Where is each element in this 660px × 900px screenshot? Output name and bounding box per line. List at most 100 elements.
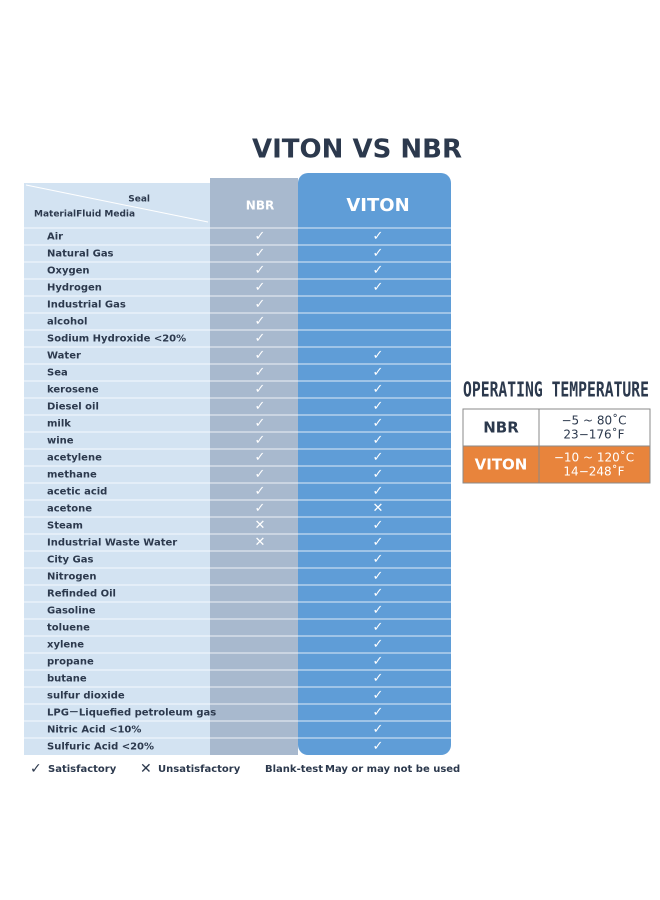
- rating: ✓: [255, 365, 266, 380]
- rating: ✕: [255, 518, 266, 533]
- rating: ✓: [373, 637, 384, 652]
- row-label: Diesel oil: [47, 402, 99, 413]
- legend-symbol: ✕: [140, 761, 152, 777]
- row-label: Oxygen: [47, 266, 90, 277]
- column-header: NBR: [246, 199, 274, 213]
- rating: ✓: [373, 246, 384, 261]
- rating: ✓: [373, 263, 384, 278]
- rating: ✕: [373, 501, 384, 516]
- temperature-table: NBR −5 ~ 80˚C23−176˚F VITON −10 ~ 120˚C14−2…: [462, 408, 651, 484]
- temperature-title: OPERATING TEMPERATURE: [463, 378, 649, 402]
- row-label: xylene: [47, 640, 84, 651]
- rating: ✓: [373, 399, 384, 414]
- viton-column: [298, 173, 451, 755]
- row-label: butane: [47, 674, 87, 685]
- row-label: sulfur dioxide: [47, 691, 125, 702]
- row-label: Sodium Hydroxide <20%: [47, 334, 186, 345]
- rating: ✓: [255, 263, 266, 278]
- row-label: Nitrogen: [47, 572, 96, 583]
- row-label: propane: [47, 657, 94, 668]
- material: NBR: [483, 419, 519, 437]
- row-label: acetylene: [47, 453, 102, 464]
- rating: ✓: [373, 603, 384, 618]
- rating: ✓: [255, 229, 266, 244]
- row-label: wine: [47, 436, 74, 447]
- rating: ✓: [373, 739, 384, 754]
- rating: ✓: [373, 348, 384, 363]
- rating: ✓: [373, 705, 384, 720]
- row-label: Natural Gas: [47, 249, 114, 260]
- row-label: toluene: [47, 623, 90, 634]
- rows: Air ✓ ✓ Natural Gas ✓ ✓ Oxygen ✓ ✓ Hydrogen ✓ ✓ Indu…: [24, 227, 451, 754]
- rating: ✓: [373, 654, 384, 669]
- rating: ✓: [373, 484, 384, 499]
- rating: ✓: [373, 569, 384, 584]
- row-label: Industrial Waste Water: [47, 538, 177, 549]
- rating: ✓: [373, 518, 384, 533]
- rating: ✓: [373, 688, 384, 703]
- rating: ✓: [255, 484, 266, 499]
- corner-diagonal: [25, 184, 209, 223]
- rating: ✓: [255, 467, 266, 482]
- row-label: LPG－Liquefied petroleum gas: [47, 708, 216, 719]
- row-label: Sea: [47, 368, 68, 379]
- fahrenheit: 23−176˚F: [563, 427, 624, 442]
- temperature-row: [462, 445, 651, 484]
- legend: ✓ Satisfactory ✕ Unsatisfactory Blank-test Ma…: [30, 761, 460, 777]
- rating: ✓: [255, 246, 266, 261]
- rating: ✓: [373, 365, 384, 380]
- rating: ✓: [373, 535, 384, 550]
- legend-symbol: Blank-test: [265, 764, 323, 775]
- corner-top: Seal: [128, 195, 150, 205]
- row-label: Water: [47, 351, 81, 362]
- rating: ✓: [255, 501, 266, 516]
- row-label: Steam: [47, 521, 83, 532]
- rating: ✓: [255, 280, 266, 295]
- rating: ✓: [373, 671, 384, 686]
- rating: ✓: [373, 620, 384, 635]
- row-label: alcohol: [47, 317, 87, 328]
- row-label: Refinded Oil: [47, 589, 116, 600]
- rating: ✓: [373, 280, 384, 295]
- celsius: −5 ~ 80˚C: [561, 413, 626, 428]
- rating: ✓: [373, 433, 384, 448]
- rating: ✓: [255, 382, 266, 397]
- rating: ✓: [373, 586, 384, 601]
- row-label: City Gas: [47, 555, 94, 566]
- rating: ✓: [373, 229, 384, 244]
- rating: ✓: [373, 552, 384, 567]
- rating: ✓: [373, 467, 384, 482]
- row-label: Sulfuric Acid <20%: [47, 742, 154, 753]
- rating: ✓: [255, 348, 266, 363]
- row-label: milk: [47, 419, 71, 430]
- material: VITON: [475, 456, 528, 474]
- rating: ✓: [255, 450, 266, 465]
- title: VITON VS NBR: [252, 135, 462, 165]
- corner-bottom: MaterialFluid Media: [34, 210, 135, 220]
- column-header: VITON: [346, 195, 409, 216]
- name-column: [24, 183, 210, 755]
- rating: ✓: [373, 722, 384, 737]
- row-label: Hydrogen: [47, 283, 102, 294]
- row-label: kerosene: [47, 385, 99, 396]
- rating: ✓: [255, 433, 266, 448]
- row-label: acetic acid: [47, 487, 107, 498]
- row-label: Air: [47, 232, 63, 243]
- legend-label: Unsatisfactory: [158, 764, 241, 775]
- legend-label: Satisfactory: [48, 764, 117, 775]
- legend-label: May or may not be used: [325, 764, 460, 775]
- row-label: methane: [47, 470, 97, 481]
- legend-symbol: ✓: [30, 761, 42, 777]
- rating: ✓: [373, 450, 384, 465]
- row-label: acetone: [47, 504, 92, 515]
- rating: ✓: [255, 331, 266, 346]
- fahrenheit: 14−248˚F: [563, 464, 624, 479]
- celsius: −10 ~ 120˚C: [554, 450, 634, 465]
- temperature-row: [462, 408, 651, 447]
- row-label: Gasoline: [47, 606, 96, 617]
- rating: ✓: [373, 382, 384, 397]
- row-label: Industrial Gas: [47, 300, 126, 311]
- rating: ✓: [255, 399, 266, 414]
- rating: ✓: [373, 416, 384, 431]
- rating: ✓: [255, 416, 266, 431]
